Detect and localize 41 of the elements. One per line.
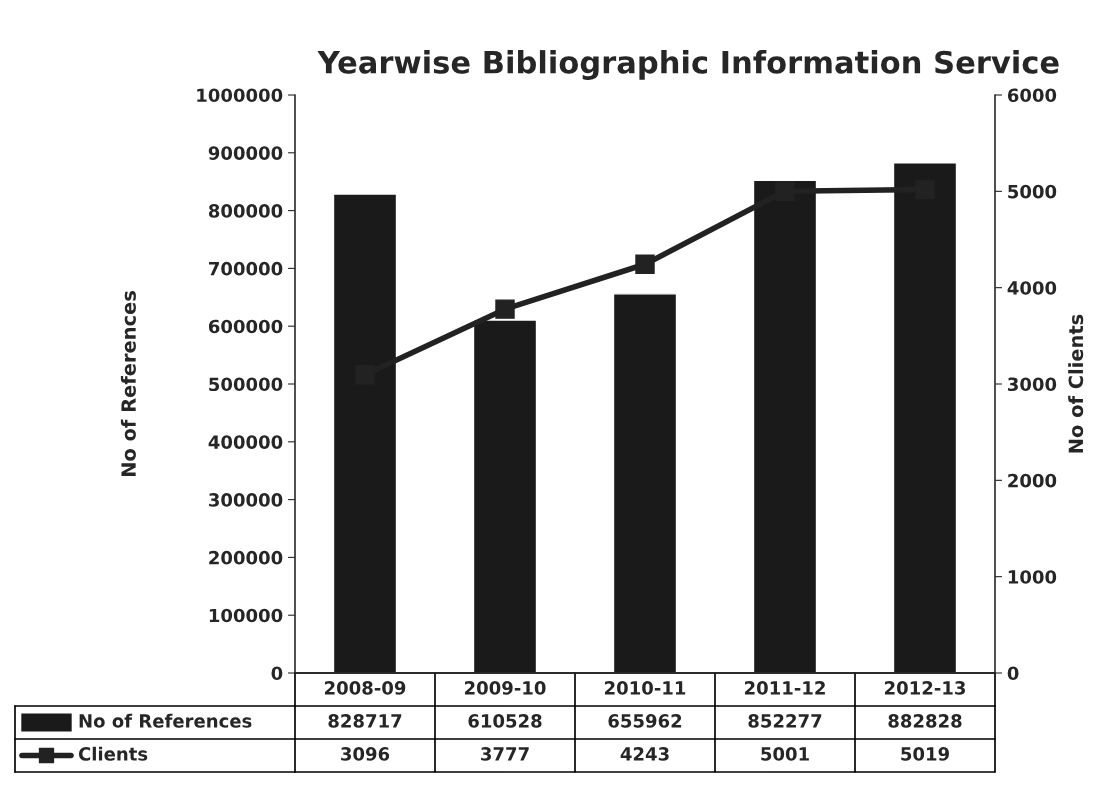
data-label: 3096 [341,747,390,761]
data-label: 5001 [761,747,809,761]
data-label: 828717 [328,714,402,728]
data-label: 3777 [481,747,529,761]
data-label: 4243 [620,747,669,761]
y2-tick-label: 6000 [1007,88,1057,103]
y-tick-label: 900000 [208,146,283,160]
point [635,254,655,274]
y2-tick-label: 3000 [1008,377,1057,392]
data-label: 852277 [748,714,822,728]
y2-tick-label: 5000 [1008,184,1057,199]
y-tick-label: 0 [271,666,283,681]
x-tick-label: 2012-13 [884,681,965,695]
y2-tick-label: 2000 [1008,473,1057,488]
x-tick-label: 2011-12 [744,681,825,695]
chart-title: Yearwise Bibliographic Information Service [317,50,1059,80]
x-tick-label: 2008-09 [324,681,406,695]
x-tick-label: 2009-10 [464,681,546,695]
y2-axis-title: No of Clients [1068,314,1084,453]
x-tick-label: 2010-11 [604,681,686,695]
data-label: 610528 [468,714,542,728]
y-tick-label: 100000 [209,608,283,623]
point [775,181,795,201]
y-tick-label: 400000 [208,435,283,449]
y2-tick-label: 1000 [1008,570,1057,584]
y-tick-label: 700000 [209,261,283,276]
legend-label: Clients [78,746,148,761]
y-tick-label: 1000000 [197,88,283,103]
data-label: 655962 [608,714,682,728]
y-tick-label: 600000 [208,319,283,334]
y-tick-label: 300000 [209,493,283,507]
y2-tick-label: 0 [1007,666,1019,681]
y-tick-label: 200000 [209,550,283,565]
y-tick-label: 800000 [208,204,283,218]
data-label: 882828 [888,714,962,728]
y2-tick-label: 4000 [1007,281,1057,295]
y-axis-title: No of References [120,291,136,477]
data-label: 5019 [901,747,949,761]
y-tick-label: 500000 [209,377,283,392]
point [495,299,515,319]
legend-label: No of References [79,713,252,728]
